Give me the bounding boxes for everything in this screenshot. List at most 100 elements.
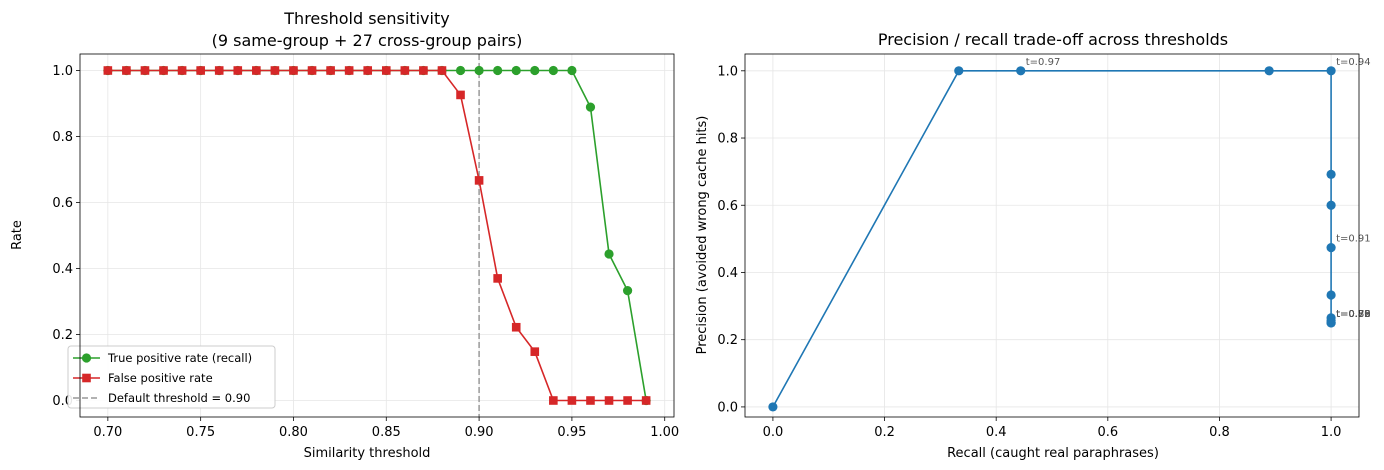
- y-tick-label: 0.2: [717, 333, 738, 348]
- x-tick-label: 1.00: [650, 425, 679, 440]
- x-tick-label: 0.80: [279, 425, 308, 440]
- tpr-marker: [548, 65, 558, 76]
- threshold-annotation: t=0.79: [1336, 309, 1371, 320]
- x-tick-label: 0.6: [1097, 425, 1118, 440]
- fpr-marker: [326, 66, 335, 75]
- fpr-marker: [307, 66, 317, 75]
- fpr-marker: [604, 396, 614, 405]
- threshold-annotation: t=0.82: [1336, 309, 1371, 320]
- legend-box: [67, 345, 276, 409]
- y-tick-label: 0.8: [717, 132, 738, 147]
- legend: True positive rate (recall) False positiv…: [67, 345, 276, 409]
- fpr-marker: [344, 66, 354, 75]
- pr-marker: [1326, 318, 1336, 328]
- y-tick-label: 1.0: [52, 64, 73, 79]
- fpr-marker: [233, 66, 243, 75]
- x-tick-label: 0.70: [93, 425, 122, 440]
- y-axis-label: Rate: [10, 220, 25, 250]
- threshold-annotation: t=0.73: [1336, 309, 1371, 320]
- threshold-sensitivity-chart: Threshold sensitivity (9 same-group + 27…: [10, 9, 679, 461]
- chart-title: Precision / recall trade-off across thre…: [878, 30, 1228, 49]
- fpr-marker: [511, 322, 521, 332]
- threshold-annotation: t=0.85: [1336, 309, 1371, 320]
- tpr-marker: [474, 65, 484, 76]
- x-tick-label: 0.90: [465, 425, 494, 440]
- fpr-marker: [493, 274, 502, 283]
- threshold-annotation: t=0.97: [1026, 57, 1061, 68]
- fpr-marker: [549, 396, 558, 405]
- y-tick-label: 0.4: [717, 266, 738, 281]
- threshold-annotation: t=0.91: [1336, 234, 1371, 245]
- x-tick-label: 0.0: [763, 425, 784, 440]
- fpr-marker: [623, 396, 632, 405]
- y-tick-label: 0.0: [717, 400, 738, 415]
- pr-marker: [1264, 66, 1274, 76]
- legend-label: Default threshold = 0.90: [108, 391, 250, 405]
- tpr-marker: [567, 65, 577, 76]
- fpr-marker: [586, 396, 595, 405]
- fpr-marker: [122, 66, 131, 75]
- threshold-annotation: t=0.76: [1336, 309, 1371, 320]
- fpr-marker: [363, 66, 373, 75]
- threshold-annotation: t=0.88: [1336, 309, 1371, 320]
- fpr-marker: [140, 66, 150, 75]
- threshold-annotation: t=0.94: [1336, 57, 1371, 68]
- pr-marker: [1016, 66, 1026, 76]
- fpr-marker: [289, 66, 298, 75]
- x-tick-label: 1.0: [1321, 425, 1342, 440]
- x-tick-label: 0.85: [372, 425, 401, 440]
- fpr-marker: [159, 66, 168, 75]
- fpr-marker: [456, 90, 465, 100]
- pr-marker: [954, 66, 964, 76]
- threshold-annotation: t=0.70: [1336, 309, 1371, 320]
- plot-frame: [744, 53, 1360, 418]
- fpr-marker: [177, 66, 187, 75]
- pr-marker: [768, 402, 778, 412]
- fpr-marker: [270, 66, 280, 75]
- tick-labels: 0.70 0.75 0.80 0.85 0.90 0.95 1.000.00.20.40.6…: [52, 64, 679, 440]
- legend-label: True positive rate (recall): [107, 351, 252, 365]
- pr-marker: [1326, 66, 1336, 76]
- fpr-marker: [381, 66, 391, 75]
- legend-marker: [82, 373, 91, 383]
- x-tick-label: 0.4: [986, 425, 1007, 440]
- fpr-marker: [530, 347, 540, 356]
- y-tick-label: 0.4: [52, 262, 73, 277]
- pr-marker: [1326, 243, 1336, 253]
- series-1: [103, 66, 651, 405]
- x-axis-label: Recall (caught real paraphrases): [947, 446, 1159, 461]
- tpr-marker: [585, 102, 596, 112]
- plot-frame: [79, 53, 675, 418]
- tpr-marker: [511, 65, 521, 76]
- legend-marker: [81, 353, 92, 363]
- fpr-marker: [474, 176, 484, 185]
- tpr-marker: [493, 65, 503, 76]
- y-axis-label: Precision (avoided wrong cache hits): [695, 116, 710, 355]
- fpr-marker: [103, 66, 113, 75]
- pr-marker: [1326, 169, 1336, 179]
- fpr-marker: [437, 66, 447, 75]
- threshold-annotations: t=0.97 t=0.94 t=0.91 t=0.88t=0.85t=0.82t=0.…: [1026, 57, 1371, 320]
- fpr-marker: [400, 66, 410, 75]
- fpr-marker: [196, 66, 205, 75]
- pr-marker: [1326, 200, 1336, 210]
- grid-lines: [745, 54, 1359, 417]
- fpr-marker: [214, 66, 224, 75]
- fpr-marker: [419, 66, 428, 75]
- y-tick-label: 0.2: [52, 328, 73, 343]
- fpr-marker: [252, 66, 261, 75]
- pr-marker: [1326, 290, 1336, 300]
- tpr-marker: [604, 249, 614, 259]
- x-tick-label: 0.95: [557, 425, 586, 440]
- chart-title-line-2: (9 same-group + 27 cross-group pairs): [212, 31, 523, 50]
- fpr-marker: [641, 396, 651, 405]
- tick-labels: 0.0 0.2 0.4 0.6 0.8 1.0 0.0 0.2 0.4 0.6 0.8 1.0: [717, 64, 1341, 440]
- x-tick-label: 0.2: [874, 425, 895, 440]
- tpr-marker: [455, 65, 466, 76]
- x-tick-label: 0.8: [1209, 425, 1230, 440]
- chart-title-line-1: Threshold sensitivity: [283, 9, 449, 28]
- tpr-marker: [622, 286, 633, 296]
- precision-recall-chart: Precision / recall trade-off across thre…: [695, 30, 1371, 461]
- tpr-marker: [530, 65, 540, 76]
